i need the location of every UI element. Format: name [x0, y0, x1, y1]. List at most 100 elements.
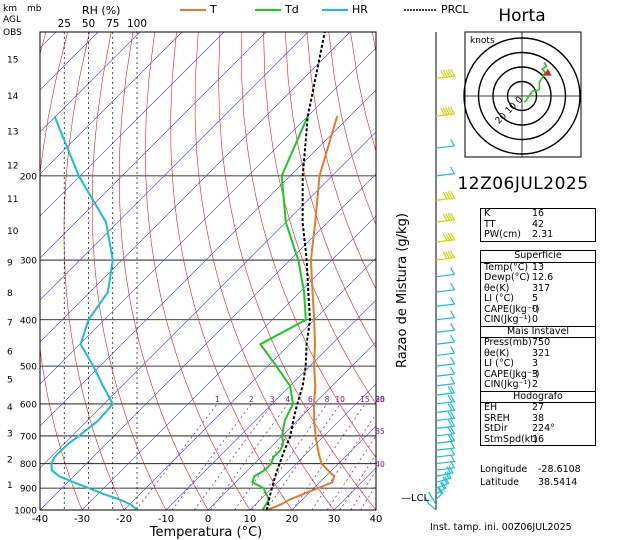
wind-barb-feather [447, 434, 453, 442]
isotherm-line [40, 32, 351, 343]
pressure-tick-label: 900 [20, 485, 37, 495]
wind-barb-feather [444, 476, 450, 484]
wind-barb-shaft [435, 289, 455, 293]
isotherm-line [40, 173, 376, 510]
pressure-tick-label: 600 [20, 400, 37, 410]
wind-barb-feather [440, 107, 446, 116]
wind-barb-feather [442, 107, 448, 116]
wind-barb [435, 426, 456, 437]
mixing-ratio-axis-title: Razao de Mistura (g/kg) [395, 213, 410, 368]
instavel-row: CIN(Jkg⁻¹) 2 [484, 379, 539, 390]
dry-adiabat [63, 32, 125, 510]
x-tick-label: -30 [74, 514, 90, 525]
hodograph-units: knots [470, 36, 495, 46]
wind-barb-shaft [435, 352, 455, 357]
hodograph-ring [506, 80, 538, 112]
wind-barb [435, 411, 456, 422]
wind-barb-feather [450, 250, 456, 259]
wind-barb [435, 447, 456, 458]
wind-barb-feather [450, 419, 456, 427]
height-tick-label: 5 [7, 375, 13, 385]
height-tick-label: 15 [7, 55, 18, 65]
mixing-ratio-line [234, 403, 311, 510]
isotherm-line [40, 32, 183, 175]
mixing-ratio-label: 1 [215, 395, 220, 404]
index-row: PW(cm) 2.31 [484, 229, 554, 240]
wind-barb-feather [447, 232, 453, 241]
wind-barb-shaft [435, 273, 455, 278]
wind-barb [435, 282, 456, 293]
isotherm-line [291, 425, 376, 510]
isotherm-line [207, 341, 376, 510]
wind-barb-shaft [435, 460, 455, 465]
mixing-ratio-line [210, 403, 289, 510]
dry-adiabat [118, 32, 209, 510]
rh-tick-label: 100 [127, 18, 147, 30]
isotherm-line [165, 299, 376, 510]
wind-barb-feather [424, 497, 430, 505]
wind-barb-feather [450, 166, 456, 175]
dry-adiabat [263, 32, 376, 405]
superficie-row: CAPE(Jkg⁻¹) 0 [484, 303, 540, 315]
wind-barb-feather [445, 251, 451, 259]
wind-barb-shaft [435, 329, 455, 333]
mixing-ratio-line [360, 484, 376, 510]
wind-barb-feather [450, 106, 456, 115]
x-tick-label: -10 [158, 514, 174, 525]
wind-barb-feather [450, 138, 456, 147]
isotherm-line [81, 215, 376, 510]
pressure-tick-label: 300 [20, 257, 37, 267]
hodografo-row: StDir 224° [484, 423, 555, 434]
latitude-value: 38.5414 [538, 477, 578, 488]
wind-barb [435, 403, 456, 414]
wind-barb-feather [447, 411, 453, 420]
wind-barb [435, 346, 456, 357]
wind-barb-feather [450, 440, 456, 449]
wind-barb-feather [450, 310, 456, 319]
hodograph-ring-label: 0 [514, 95, 525, 106]
temperature-line [266, 115, 339, 510]
wind-barb [435, 323, 456, 333]
isotherm-line [123, 257, 376, 510]
wind-barb-shaft [435, 447, 455, 451]
wind-barb-feather [438, 486, 444, 495]
height-tick-label: 12 [7, 162, 18, 172]
isotherm-line [40, 32, 141, 133]
rh-label: RH (%) [82, 4, 120, 17]
height-tick-label: 8 [7, 289, 13, 299]
pressure-tick-label: 800 [20, 460, 37, 470]
isotherm-line [40, 131, 376, 469]
hodograph-trace [523, 62, 548, 103]
instavel-row: CAPE(Jkg⁻¹) 3 [484, 368, 540, 380]
legend-item-td: Td [285, 3, 299, 16]
rh-tick-label: 50 [82, 18, 95, 30]
wind-barb-feather [450, 323, 456, 331]
wind-barb-feather [447, 251, 453, 259]
height-tick-label: 7 [7, 319, 13, 329]
wind-barb-shaft [435, 341, 455, 345]
mixing-ratio-line [171, 403, 252, 510]
superficie-row: Dewp(°C) 12.6 [484, 272, 554, 283]
wind-barb [435, 376, 456, 387]
wind-barb-feather [450, 394, 456, 403]
wind-barb-feather [450, 366, 456, 375]
wind-barb-feather [450, 267, 456, 275]
mixing-ratio-label: 3 [270, 395, 275, 404]
mixing-ratio-label: 30 [375, 395, 385, 404]
superficie-row: Temp(°C) 13 [484, 261, 545, 273]
pressure-tick-label: 400 [20, 316, 37, 326]
wind-barb [435, 334, 456, 345]
wind-barb-feather [447, 426, 453, 435]
height-tick-label: 9 [7, 258, 13, 268]
wind-barb [435, 310, 456, 321]
wind-barb-feather [447, 69, 453, 77]
isotherm-line [40, 47, 376, 385]
wind-barbs [424, 32, 456, 511]
wind-barb-feather [445, 233, 451, 241]
height-tick-label: 2 [7, 456, 13, 466]
wind-barb-feather [442, 191, 448, 200]
wind-barb [435, 212, 456, 223]
wind-barb-shaft [435, 173, 455, 177]
index-row: K 16 [484, 208, 545, 219]
